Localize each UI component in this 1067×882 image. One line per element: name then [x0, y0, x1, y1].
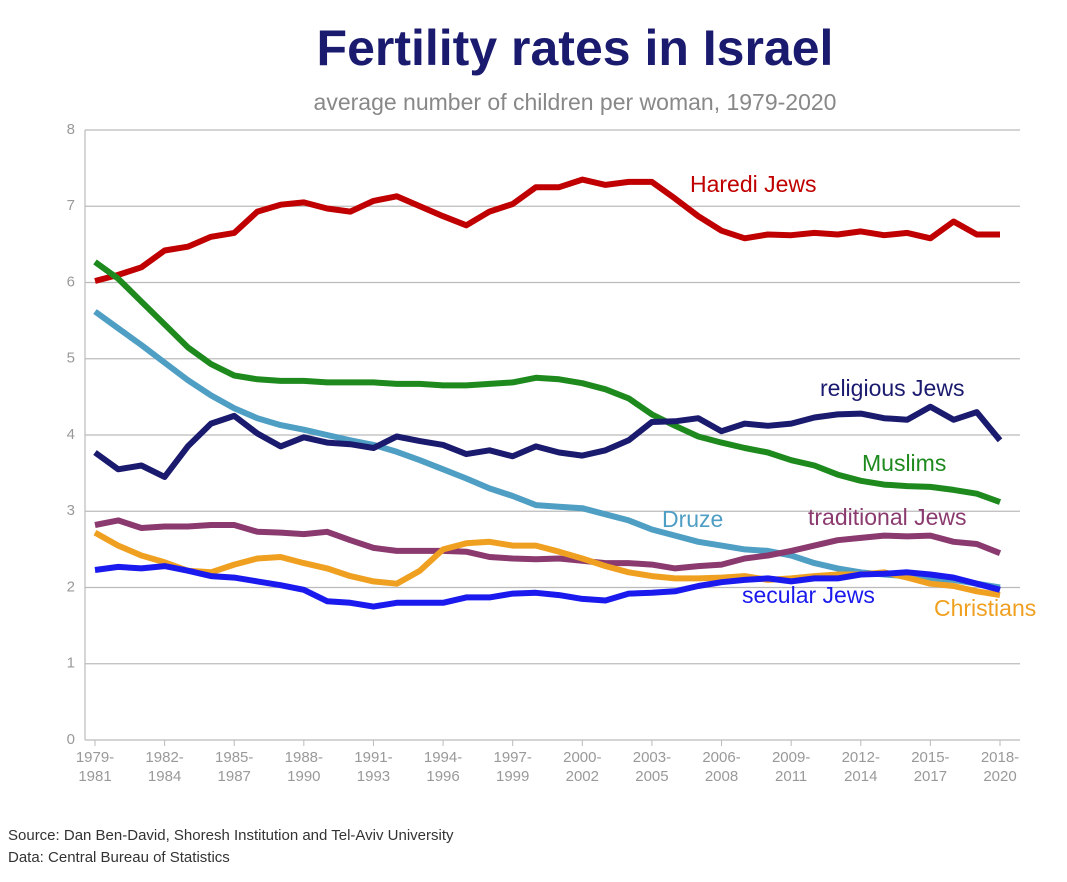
x-tick-label: 1982-1984 [145, 749, 183, 785]
y-tick-label: 0 [67, 731, 75, 748]
series-label: traditional Jews [808, 504, 967, 530]
y-tick-label: 1 [67, 655, 75, 672]
y-tick-label: 6 [67, 273, 75, 290]
x-tick-label: 1985-1987 [215, 749, 253, 785]
series-label: secular Jews [742, 582, 875, 608]
x-tick-label: 1994-1996 [424, 749, 462, 785]
x-tick-label: 1988-1990 [285, 749, 323, 785]
series-label: Haredi Jews [690, 171, 817, 197]
y-tick-label: 8 [67, 121, 75, 138]
source-note: Source: Dan Ben-David, Shoresh Instituti… [8, 827, 454, 844]
x-tick-label: 2000-2002 [563, 749, 601, 785]
x-tick-label: 1997-1999 [494, 749, 532, 785]
series-line [93, 259, 1002, 505]
x-tick-label: 2012-2014 [842, 749, 880, 785]
x-tick-label: 1991-1993 [354, 749, 392, 785]
x-tick-label: 1979-1981 [76, 749, 114, 785]
series-label: Muslims [862, 450, 946, 476]
y-tick-label: 7 [67, 197, 75, 214]
x-tick-label: 2015-2017 [911, 749, 949, 785]
series-line [93, 309, 1001, 591]
y-tick-label: 5 [67, 350, 75, 367]
series-label: Druze [662, 506, 723, 532]
series-line [93, 403, 1003, 480]
y-tick-label: 2 [67, 578, 75, 595]
data-note: Data: Central Bureau of Statistics [8, 849, 230, 866]
y-tick-label: 3 [67, 502, 75, 519]
y-tick-label: 4 [67, 426, 75, 443]
x-tick-label: 2006-2008 [702, 749, 740, 785]
x-tick-label: 2018-2020 [981, 749, 1019, 785]
chart-title: Fertility rates in Israel [317, 20, 834, 76]
x-tick-label: 2009-2011 [772, 749, 810, 785]
series-label: religious Jews [820, 375, 964, 401]
x-tick-label: 2003-2005 [633, 749, 671, 785]
series-label: Christians [934, 595, 1036, 621]
series-line [94, 176, 1000, 284]
series-line [94, 517, 1002, 572]
series-line [94, 563, 1001, 610]
chart-subtitle: average number of children per woman, 19… [314, 89, 837, 115]
